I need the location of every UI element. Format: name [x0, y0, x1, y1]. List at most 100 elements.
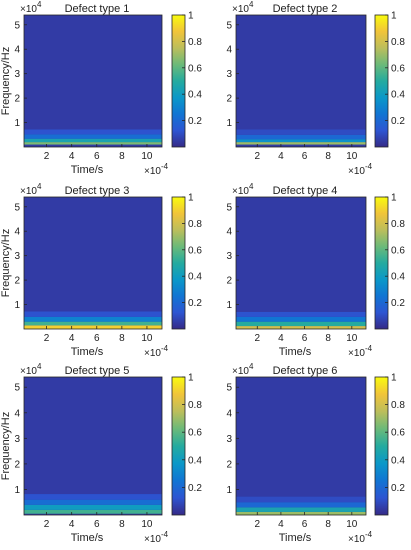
y-tick-label: 2 — [226, 94, 232, 105]
y-exponent-label: ×104 — [20, 0, 42, 15]
heatmap-band — [236, 321, 366, 327]
heatmap-band — [24, 504, 162, 510]
y-exponent-base: ×10 — [20, 366, 37, 377]
x-tick-label: 4 — [69, 151, 75, 162]
panel-title: Defect type 1 — [65, 3, 130, 15]
y-tick-label: 4 — [226, 408, 232, 419]
y-exponent-power: 4 — [37, 0, 42, 9]
heatmap-band — [24, 325, 162, 329]
x-tick-label: 8 — [119, 333, 125, 344]
x-tick-label: 10 — [346, 333, 358, 344]
heatmap-band — [236, 197, 366, 312]
x-tick-label: 8 — [325, 151, 331, 162]
y-tick-label: 4 — [14, 227, 20, 238]
colorbar-tick-label: 0.2 — [188, 116, 202, 127]
y-tick-label: 3 — [14, 69, 20, 80]
y-tick-label: 2 — [226, 276, 232, 287]
x-tick-label: 10 — [141, 519, 153, 530]
y-tick-label: 1 — [226, 300, 232, 311]
y-exponent-power: 4 — [249, 362, 254, 371]
heatmap-band — [24, 311, 162, 317]
colorbar-tick-label: 1 — [188, 11, 194, 22]
x-exponent-base: ×10 — [348, 534, 365, 545]
plot-frame — [23, 196, 163, 330]
y-tick-label: 4 — [226, 227, 232, 238]
x-tick-label: 6 — [94, 151, 100, 162]
y-tick-label: 5 — [226, 20, 232, 31]
heatmap-band — [236, 377, 366, 497]
y-tick-label: 4 — [226, 45, 232, 56]
colorbar-tick-label: 0.4 — [188, 90, 202, 101]
x-tick-label: 6 — [94, 519, 100, 530]
colorbar-tick-label: 0.2 — [188, 298, 202, 309]
x-exponent-power: -4 — [161, 344, 169, 353]
heatmap-band — [236, 496, 366, 503]
plot-frame — [23, 14, 163, 148]
y-exponent-power: 4 — [37, 182, 42, 191]
x-axis-label: Time/s — [279, 346, 312, 358]
x-exponent-base: ×10 — [144, 166, 161, 177]
panel-title: Defect type 2 — [273, 3, 338, 15]
y-tick-label: 3 — [226, 251, 232, 262]
heatmap-band — [24, 494, 162, 500]
y-exponent-base: ×10 — [20, 4, 37, 15]
heatmap-band — [24, 509, 162, 514]
y-tick-label: 1 — [226, 118, 232, 129]
colorbar-tick-label: 0.8 — [391, 219, 405, 230]
y-exponent-label: ×104 — [20, 362, 42, 377]
heatmap-band — [24, 377, 162, 495]
x-tick-label: 2 — [254, 333, 260, 344]
x-tick-label: 2 — [44, 333, 50, 344]
heatmap-band — [236, 507, 366, 512]
x-tick-label: 2 — [44, 519, 50, 530]
heatmap-band — [24, 142, 162, 145]
colorbar-tick-label: 1 — [391, 193, 397, 204]
colorbar-tick-label: 0.4 — [391, 90, 405, 101]
colorbar-tick-label: 0.2 — [188, 483, 202, 494]
x-exponent-label: ×10-4 — [348, 530, 373, 545]
heatmap-band — [236, 142, 366, 145]
heatmap-band — [24, 499, 162, 505]
plot-frame — [235, 196, 367, 330]
colorbar-tick-label: 0.8 — [391, 37, 405, 48]
panel-title: Defect type 4 — [273, 185, 338, 197]
x-exponent-label: ×10-4 — [144, 162, 169, 177]
heatmap-band — [24, 316, 162, 322]
colorbar-tick-label: 0.8 — [188, 219, 202, 230]
x-tick-label: 2 — [44, 151, 50, 162]
x-exponent-power: -4 — [365, 344, 373, 353]
y-exponent-label: ×104 — [232, 362, 254, 377]
y-tick-label: 1 — [226, 485, 232, 496]
x-tick-label: 4 — [278, 519, 284, 530]
x-tick-label: 10 — [141, 151, 153, 162]
colorbar-tick-label: 0.6 — [188, 245, 202, 256]
y-tick-label: 5 — [14, 202, 20, 213]
y-tick-label: 5 — [226, 202, 232, 213]
x-exponent-power: -4 — [161, 530, 169, 539]
y-exponent-label: ×104 — [20, 182, 42, 197]
y-exponent-power: 4 — [249, 0, 254, 9]
y-tick-label: 3 — [14, 251, 20, 262]
x-tick-label: 6 — [302, 333, 308, 344]
y-tick-label: 3 — [226, 69, 232, 80]
x-tick-label: 10 — [346, 519, 358, 530]
x-tick-label: 8 — [325, 333, 331, 344]
x-tick-label: 2 — [254, 519, 260, 530]
x-exponent-base: ×10 — [348, 166, 365, 177]
colorbar-tick-label: 0.4 — [188, 455, 202, 466]
colorbar — [171, 196, 186, 330]
heatmap-band — [236, 316, 366, 322]
y-tick-label: 1 — [14, 300, 20, 311]
heatmap-band — [236, 139, 366, 143]
y-axis-label: Frequency/Hz — [0, 229, 12, 297]
heatmap-band — [236, 129, 366, 135]
colorbar-tick-label: 1 — [188, 193, 194, 204]
colorbar-tick-label: 0.2 — [391, 483, 405, 494]
y-tick-label: 4 — [14, 408, 20, 419]
x-axis-label: Time/s — [71, 164, 104, 176]
